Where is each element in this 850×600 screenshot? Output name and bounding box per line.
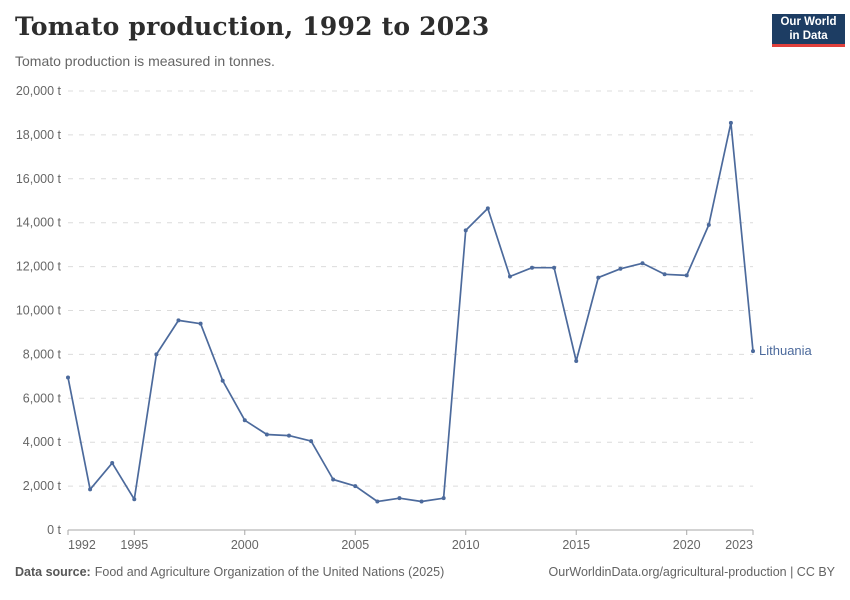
data-point-2009[interactable] [441, 496, 446, 501]
y-axis-label-18000: 18,000 t [16, 128, 62, 142]
data-point-2005[interactable] [353, 484, 358, 489]
series-line-lithuania [67, 121, 754, 503]
owid-logo[interactable]: Our World in Data [772, 14, 845, 47]
y-axis-label-20000: 20,000 t [16, 84, 62, 98]
data-point-1997[interactable] [176, 318, 181, 323]
data-point-2021[interactable] [706, 222, 711, 227]
x-axis-label-2005: 2005 [341, 538, 369, 552]
data-point-2020[interactable] [684, 273, 689, 278]
data-point-1994[interactable] [110, 461, 115, 466]
page-title: Tomato production, 1992 to 2023 [15, 12, 490, 41]
data-point-1992[interactable] [66, 375, 70, 380]
data-point-2012[interactable] [507, 274, 512, 279]
y-axis-label-4000: 4,000 t [23, 435, 62, 449]
y-axis-label-0: 0 t [47, 523, 61, 537]
chart-footer: Data source: Food and Agriculture Organiz… [15, 565, 835, 579]
data-point-2007[interactable] [397, 496, 402, 501]
x-axis-label-2020: 2020 [673, 538, 701, 552]
data-point-2016[interactable] [596, 275, 601, 280]
y-axis-label-10000: 10,000 t [16, 304, 62, 318]
series-end-label: Lithuania [759, 343, 813, 358]
y-axis-label-16000: 16,000 t [16, 172, 62, 186]
x-axis-label-1992: 1992 [68, 538, 96, 552]
data-point-2003[interactable] [309, 439, 314, 444]
x-axis-label-2000: 2000 [231, 538, 259, 552]
owid-logo-line1: Our World [780, 15, 837, 28]
data-point-2002[interactable] [286, 433, 291, 438]
x-axis-label-1995: 1995 [120, 538, 148, 552]
data-point-2023[interactable] [751, 349, 755, 354]
data-point-1999[interactable] [220, 378, 225, 383]
y-axis-label-6000: 6,000 t [23, 391, 62, 405]
credit-link[interactable]: OurWorldinData.org/agricultural-producti… [548, 565, 835, 579]
data-point-1996[interactable] [154, 352, 159, 357]
owid-logo-line2: in Data [789, 30, 828, 42]
data-point-2004[interactable] [331, 477, 336, 482]
x-axis-label-2023: 2023 [725, 538, 753, 552]
data-point-1998[interactable] [198, 321, 203, 326]
data-point-2001[interactable] [264, 432, 269, 437]
data-point-2017[interactable] [618, 266, 623, 271]
x-axis-label-2015: 2015 [562, 538, 590, 552]
data-point-2015[interactable] [574, 358, 579, 363]
y-axis-label-12000: 12,000 t [16, 260, 62, 274]
data-source: Data source: Food and Agriculture Organiz… [15, 565, 444, 579]
x-axis-label-2010: 2010 [452, 538, 480, 552]
y-axis-label-8000: 8,000 t [23, 347, 62, 361]
chart-subtitle: Tomato production is measured in tonnes. [15, 53, 275, 69]
data-source-text: Food and Agriculture Organization of the… [94, 565, 445, 579]
y-axis-label-2000: 2,000 t [23, 479, 62, 493]
data-point-1995[interactable] [132, 497, 137, 502]
data-point-2010[interactable] [463, 228, 468, 233]
data-point-2006[interactable] [375, 499, 380, 504]
data-point-2022[interactable] [728, 120, 733, 125]
data-point-2018[interactable] [640, 261, 645, 266]
data-point-2000[interactable] [242, 418, 247, 423]
y-axis-label-14000: 14,000 t [16, 216, 62, 230]
data-point-2019[interactable] [662, 272, 667, 277]
data-point-2011[interactable] [485, 206, 490, 211]
data-source-label: Data source: [15, 565, 91, 579]
data-point-2014[interactable] [552, 265, 557, 270]
data-point-2013[interactable] [530, 265, 535, 270]
data-point-1993[interactable] [88, 487, 93, 492]
data-point-2008[interactable] [419, 499, 424, 504]
